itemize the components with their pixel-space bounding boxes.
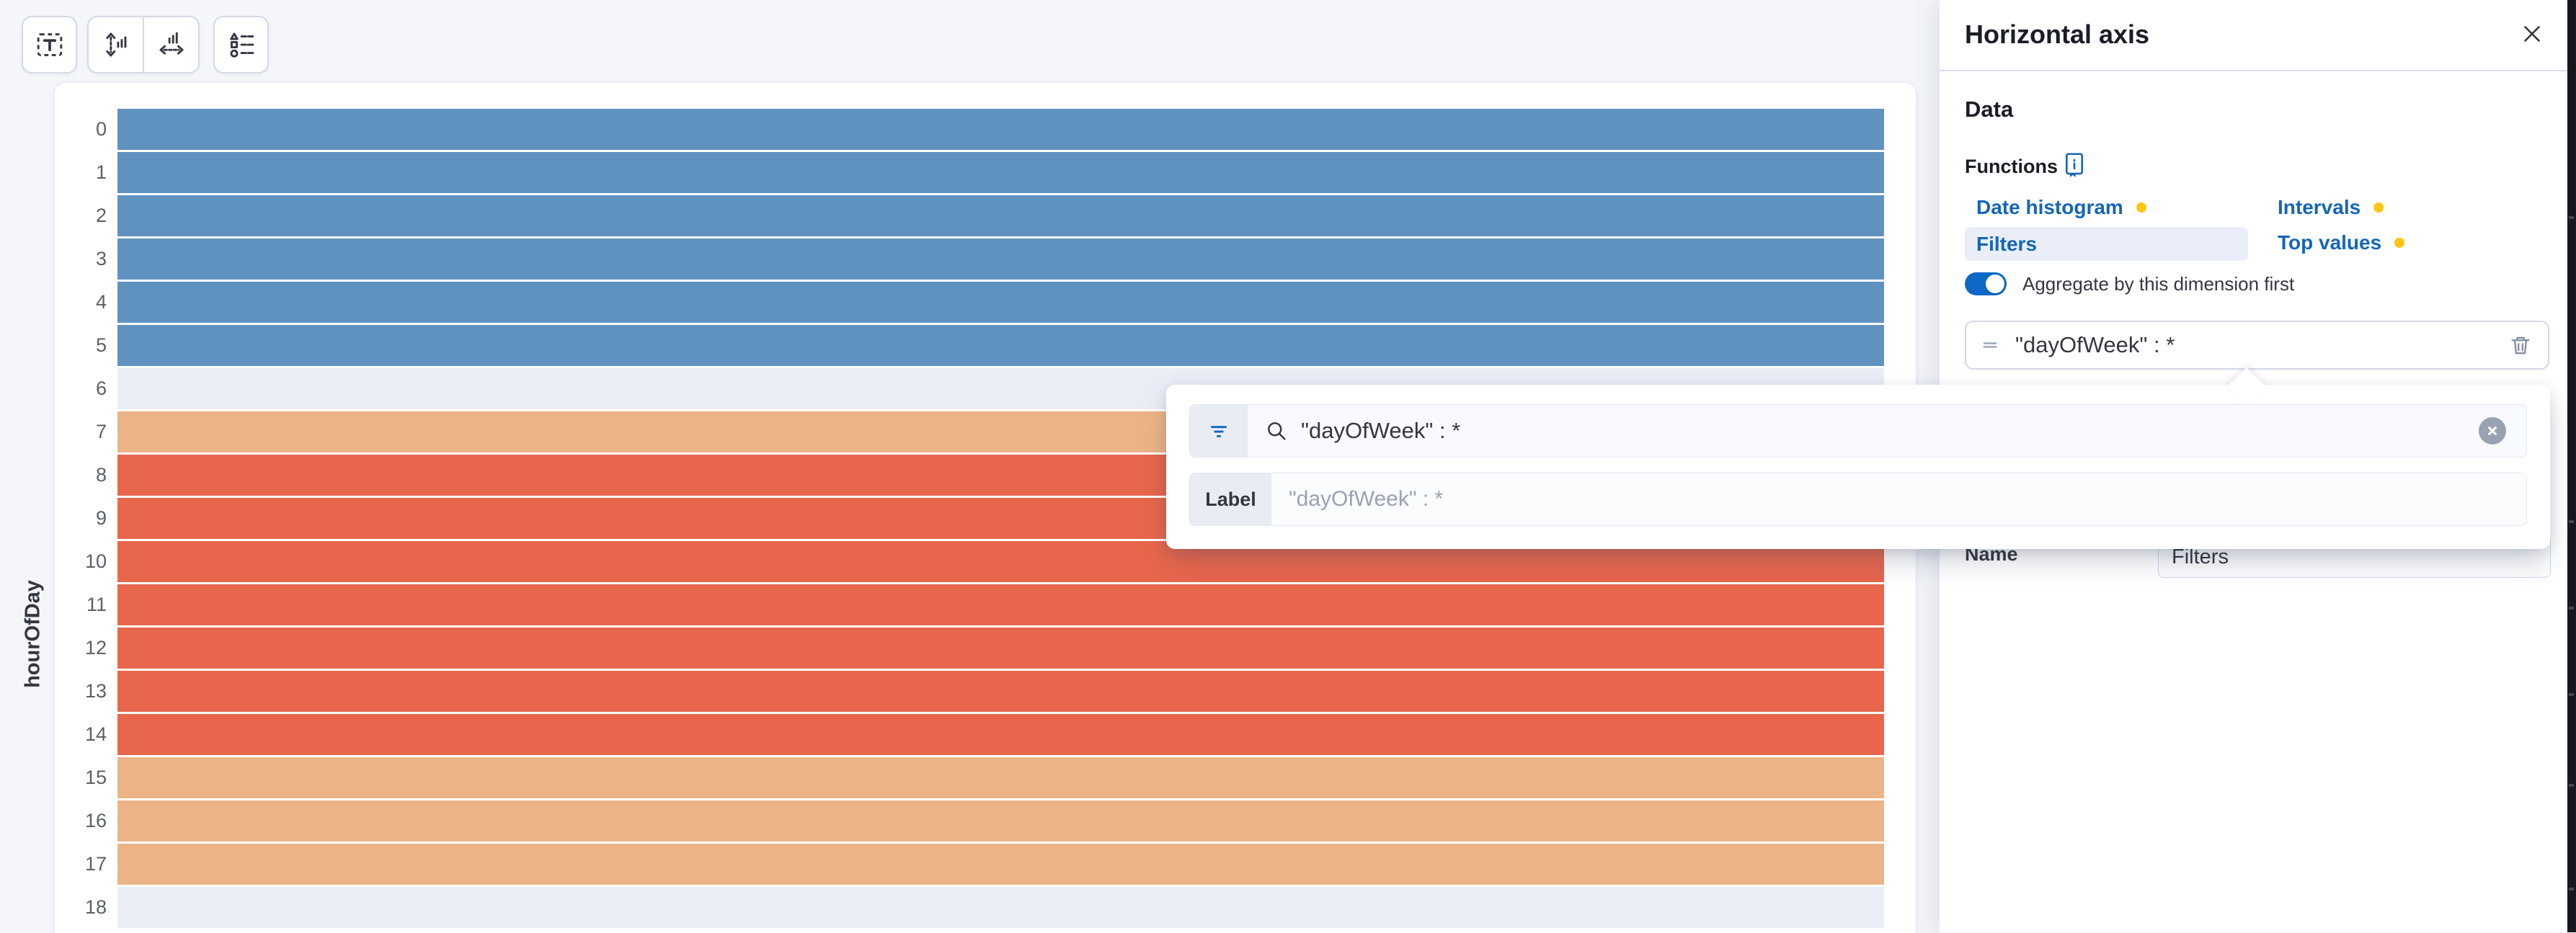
heatmap-row: 16	[0, 800, 1916, 842]
function-label: Top values	[2278, 231, 2382, 254]
function-option-top-values[interactable]: Top values	[2278, 231, 2405, 254]
documentation-icon	[2062, 151, 2087, 178]
heatmap-row: 18	[0, 887, 1916, 928]
heatmap-cell[interactable]	[117, 714, 1884, 755]
row-label: 16	[84, 810, 107, 831]
filter-query-input[interactable]	[1301, 418, 2526, 444]
horizontal-axis-icon	[155, 28, 188, 61]
heatmap-cell[interactable]	[117, 282, 1884, 323]
row-label: 13	[84, 680, 107, 702]
row-label: 5	[95, 334, 107, 356]
row-label: 12	[84, 637, 107, 659]
row-label: 0	[95, 118, 107, 140]
row-label: 6	[95, 378, 107, 399]
search-icon	[1263, 418, 1289, 444]
row-label: 4	[95, 291, 107, 313]
functions-help-button[interactable]	[2060, 148, 2089, 180]
trash-icon	[2508, 332, 2533, 358]
flyout-title: Horizontal axis	[1965, 19, 2150, 49]
incompatible-dot-icon	[2136, 202, 2146, 213]
axis-labels-button[interactable]	[22, 16, 77, 73]
heatmap-row: 0	[0, 109, 1916, 150]
aggregate-toggle-row: Aggregate by this dimension first	[1965, 272, 2294, 295]
heatmap-row: 12	[0, 628, 1916, 669]
delete-filter-button[interactable]	[2508, 332, 2533, 358]
axis-labels-icon	[33, 28, 66, 61]
row-label: 2	[95, 205, 107, 226]
drag-handle-icon[interactable]	[1981, 336, 1999, 354]
filter-query-text: "dayOfWeek" : *	[2015, 332, 2175, 357]
row-label: 8	[95, 464, 107, 486]
vertical-axis-button[interactable]	[89, 17, 143, 72]
heatmap-row: 17	[0, 844, 1916, 885]
close-icon	[2520, 22, 2544, 46]
heatmap-row: 5	[0, 325, 1916, 366]
function-label: Filters	[1976, 232, 2038, 255]
clear-query-button[interactable]	[2479, 417, 2506, 445]
row-label: 7	[95, 421, 107, 442]
query-input-body	[1248, 405, 2526, 457]
aggregate-toggle-switch[interactable]	[1965, 272, 2007, 295]
row-label: 14	[84, 723, 107, 745]
label-prepend: Label	[1190, 473, 1271, 525]
flyout-divider	[1940, 70, 2567, 71]
data-section-heading: Data	[1965, 97, 2014, 122]
heatmap-cell[interactable]	[117, 238, 1884, 280]
heatmap-cell[interactable]	[117, 152, 1884, 193]
heatmap-row: 14	[0, 714, 1916, 755]
vertical-axis-icon	[99, 28, 133, 61]
heatmap-cell[interactable]	[117, 195, 1884, 236]
aggregate-toggle-label: Aggregate by this dimension first	[2022, 272, 2295, 295]
heatmap-cell[interactable]	[117, 844, 1884, 885]
function-label: Date histogram	[1976, 196, 2123, 218]
heatmap-row: 3	[0, 238, 1916, 280]
row-label: 3	[95, 248, 107, 269]
flyout-close-button[interactable]	[2514, 16, 2550, 52]
incompatible-dot-icon	[2373, 202, 2384, 213]
toggle-knob	[1986, 274, 2004, 293]
heatmap-cell[interactable]	[117, 628, 1884, 669]
heatmap-row: 15	[0, 757, 1916, 798]
row-label: 17	[84, 853, 107, 875]
heatmap-cell[interactable]	[117, 757, 1884, 798]
clear-icon	[2485, 424, 2500, 438]
row-label: 11	[86, 594, 107, 615]
heatmap-row: 13	[0, 671, 1916, 712]
function-label: Intervals	[2278, 196, 2361, 218]
legend-icon	[225, 28, 258, 61]
filter-item-row[interactable]: "dayOfWeek" : *	[1965, 321, 2549, 370]
function-option-filters-selected[interactable]: Filters	[1965, 227, 2248, 261]
heatmap-cell[interactable]	[117, 800, 1884, 842]
row-label: 9	[95, 507, 107, 529]
heatmap-cell[interactable]	[117, 671, 1884, 712]
functions-label: Functions	[1965, 156, 2058, 177]
row-label: 10	[84, 550, 107, 572]
incompatible-dot-icon	[2394, 238, 2405, 248]
legend-button[interactable]	[213, 16, 269, 73]
axis-settings-button-group	[87, 16, 200, 73]
filter-label-input[interactable]	[1271, 473, 2526, 525]
filter-icon	[1207, 419, 1231, 443]
heatmap-row: 2	[0, 195, 1916, 236]
heatmap-cell[interactable]	[117, 887, 1884, 928]
row-label: 1	[95, 161, 107, 183]
filter-label-input-row: Label	[1189, 473, 2527, 526]
row-label: 15	[84, 767, 107, 788]
horizontal-axis-button[interactable]	[143, 17, 198, 72]
heatmap-row: 1	[0, 152, 1916, 193]
heatmap-cell[interactable]	[117, 109, 1884, 150]
heatmap-cell[interactable]	[117, 325, 1884, 366]
background-app-edge	[2567, 0, 2576, 932]
filter-query-input-row	[1189, 404, 2527, 457]
row-label: 18	[84, 896, 107, 918]
function-option-intervals[interactable]: Intervals	[2278, 196, 2384, 219]
heatmap-cell[interactable]	[117, 584, 1884, 625]
query-language-prepend	[1190, 405, 1248, 457]
function-option-date-histogram[interactable]: Date histogram	[1976, 196, 2146, 219]
heatmap-row: 11	[0, 584, 1916, 625]
heatmap-row: 4	[0, 282, 1916, 323]
